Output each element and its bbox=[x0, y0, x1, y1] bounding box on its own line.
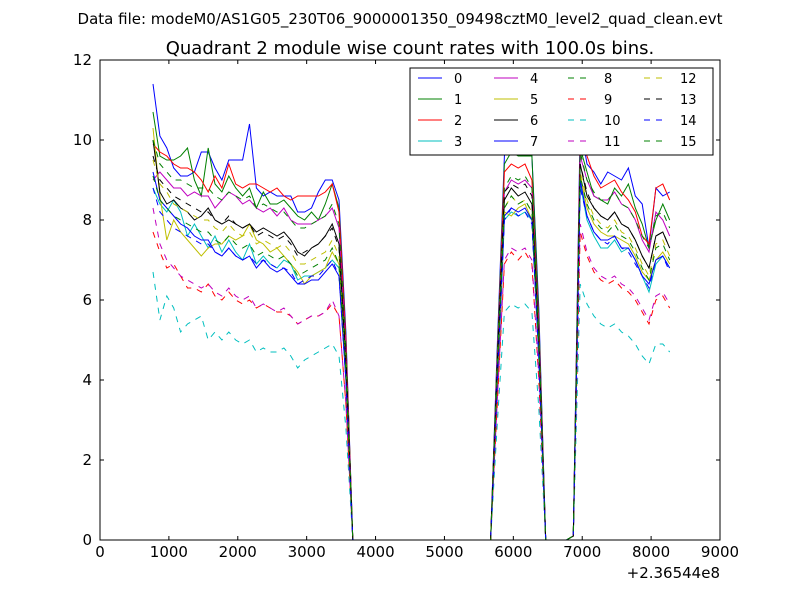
series-line-6 bbox=[152, 139, 671, 540]
x-tick-label: 7000 bbox=[563, 543, 601, 561]
x-tick-label: 4000 bbox=[356, 543, 394, 561]
series-line-7 bbox=[152, 171, 671, 540]
series-line-5 bbox=[152, 127, 671, 540]
legend-item-1: 1 bbox=[418, 93, 462, 108]
legend-item-10: 10 bbox=[568, 114, 621, 129]
legend-label: 2 bbox=[454, 114, 462, 129]
series-line-2 bbox=[152, 139, 671, 540]
legend-item-7: 7 bbox=[494, 135, 538, 150]
legend-item-4: 4 bbox=[494, 72, 538, 87]
legend-label: 13 bbox=[680, 93, 697, 108]
legend-label: 10 bbox=[604, 114, 621, 129]
legend-label: 15 bbox=[680, 135, 697, 150]
legend-item-5: 5 bbox=[494, 93, 538, 108]
x-tick-label: 6000 bbox=[494, 543, 532, 561]
y-tick-label: 8 bbox=[82, 211, 92, 229]
legend-label: 9 bbox=[604, 93, 612, 108]
series-line-8 bbox=[152, 139, 671, 540]
x-tick-label: 3000 bbox=[288, 543, 326, 561]
legend-label: 14 bbox=[680, 114, 697, 129]
series-line-1 bbox=[152, 111, 671, 540]
ticks-layer: 0 1000 2000 3000 4000 5000 6000 7000 8000 9000 0 2 4… bbox=[73, 51, 739, 561]
series-line-4 bbox=[152, 155, 671, 540]
legend-item-12: 12 bbox=[644, 72, 697, 87]
legend-label: 7 bbox=[530, 135, 538, 150]
y-tick-label: 2 bbox=[82, 451, 92, 469]
legend-label: 6 bbox=[530, 114, 538, 129]
legend-label: 5 bbox=[530, 93, 538, 108]
series-line-10 bbox=[152, 271, 671, 540]
y-tick-label: 6 bbox=[82, 291, 92, 309]
series-line-13 bbox=[152, 155, 671, 540]
x-tick-label: 0 bbox=[95, 543, 105, 561]
chart-title: Quadrant 2 module wise count rates with … bbox=[166, 38, 655, 59]
x-tick-label: 9000 bbox=[701, 543, 739, 561]
legend-item-14: 14 bbox=[644, 114, 697, 129]
legend-label: 0 bbox=[454, 72, 462, 87]
series-line-9 bbox=[152, 231, 671, 540]
x-tick-label: 5000 bbox=[425, 543, 463, 561]
x-tick-label: 2000 bbox=[219, 543, 257, 561]
series-line-15 bbox=[152, 175, 671, 540]
x-offset-label: +2.36544e8 bbox=[627, 564, 720, 582]
legend-item-11: 11 bbox=[568, 135, 621, 150]
y-tick-label: 12 bbox=[73, 51, 92, 69]
y-tick-label: 0 bbox=[82, 531, 92, 549]
suptitle: Data file: modeM0/AS1G05_230T06_90000013… bbox=[78, 10, 723, 29]
legend-item-0: 0 bbox=[418, 72, 462, 87]
legend-label: 4 bbox=[530, 72, 538, 87]
legend-item-2: 2 bbox=[418, 114, 462, 129]
legend-frame bbox=[409, 67, 714, 156]
legend-label: 12 bbox=[680, 72, 697, 87]
y-tick-label: 10 bbox=[73, 131, 92, 149]
legend-item-3: 3 bbox=[418, 135, 462, 150]
legend-label: 11 bbox=[604, 135, 621, 150]
legend-label: 8 bbox=[604, 72, 612, 87]
legend-item-8: 8 bbox=[568, 72, 612, 87]
legend-item-9: 9 bbox=[568, 93, 612, 108]
series-line-11 bbox=[152, 207, 671, 540]
legend-label: 1 bbox=[454, 93, 462, 108]
y-tick-label: 4 bbox=[82, 371, 92, 389]
legend-item-15: 15 bbox=[644, 135, 697, 150]
legend-label: 3 bbox=[454, 135, 462, 150]
x-tick-label: 1000 bbox=[150, 543, 188, 561]
legend-item-6: 6 bbox=[494, 114, 538, 129]
x-tick-label: 8000 bbox=[632, 543, 670, 561]
series-layer bbox=[152, 83, 671, 540]
legend-item-13: 13 bbox=[644, 93, 697, 108]
series-line-14 bbox=[152, 187, 671, 540]
